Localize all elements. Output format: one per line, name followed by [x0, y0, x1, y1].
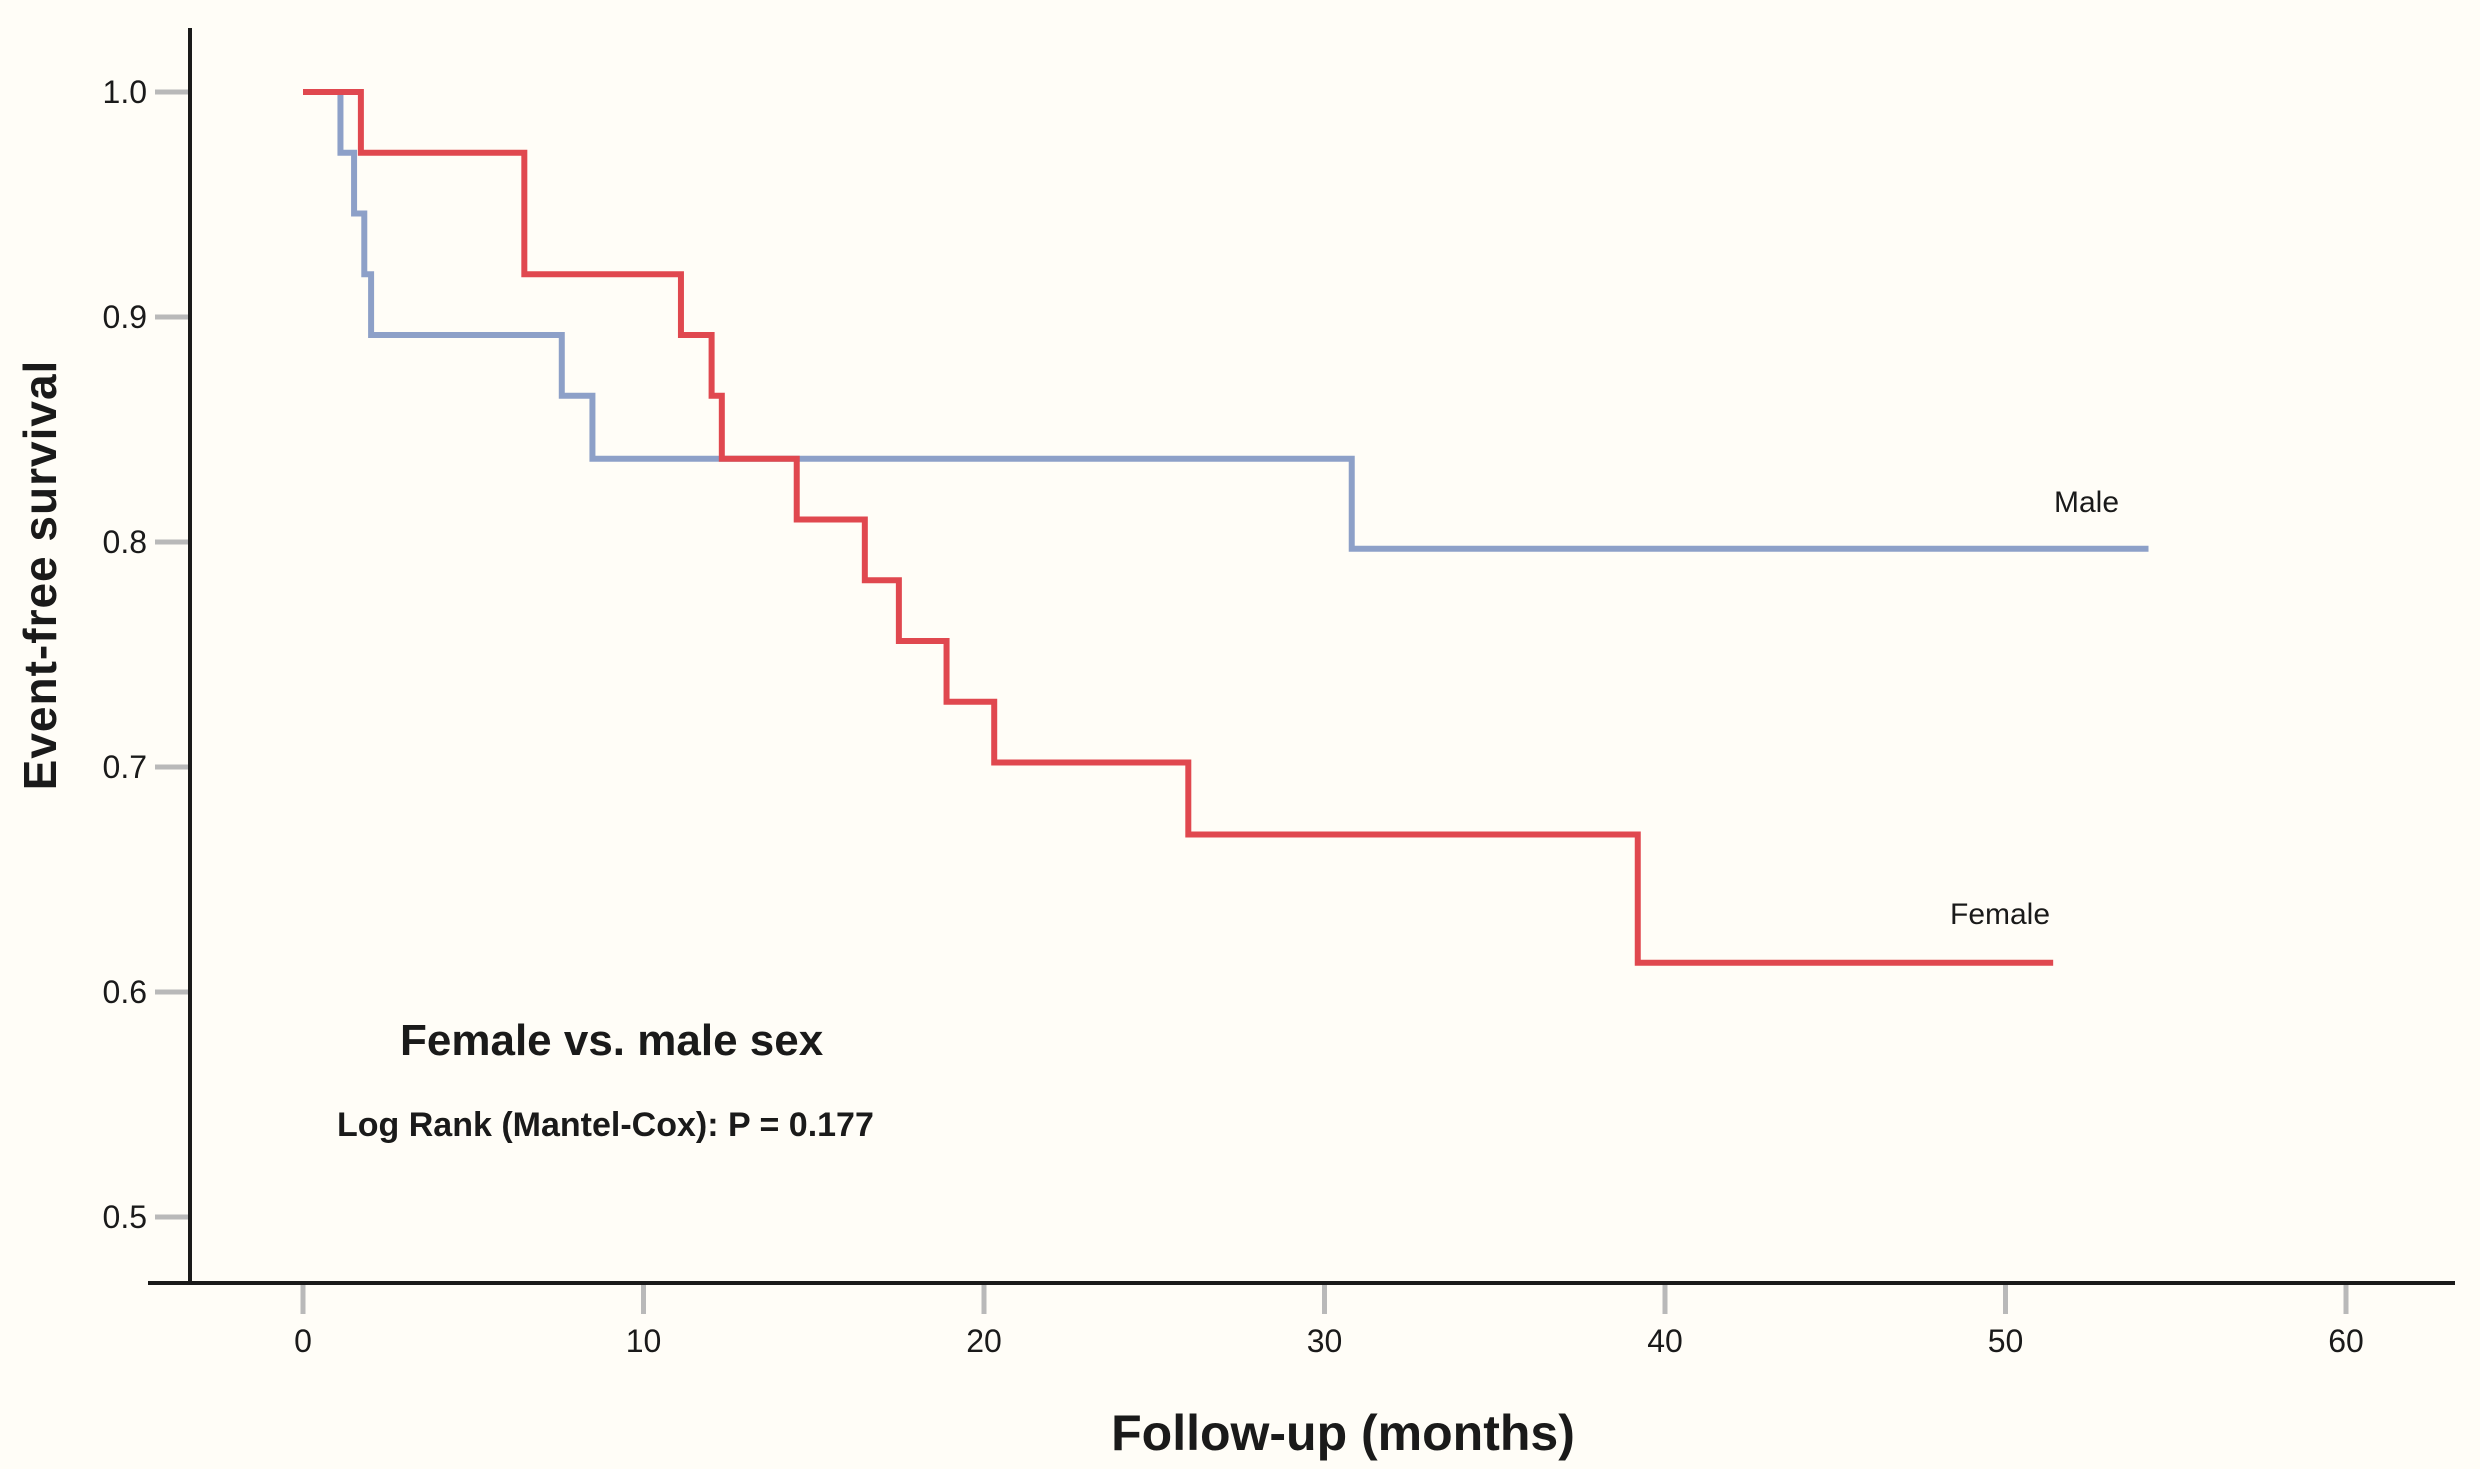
y-tick-label: 1.0: [103, 74, 147, 110]
x-tick-label: 60: [2328, 1323, 2364, 1359]
series-label-male: Male: [2054, 486, 2120, 519]
y-axis-title: Event-free survival: [14, 359, 66, 791]
km-curve-male: [303, 89, 2149, 552]
x-tick-label: 0: [294, 1323, 312, 1359]
y-tick-label: 0.7: [103, 749, 147, 785]
series-label-female: Female: [1950, 898, 2051, 931]
x-axis-title: Follow-up (months): [1111, 1405, 1575, 1461]
y-tick-label: 0.9: [103, 299, 147, 335]
y-tick-label: 0.5: [103, 1199, 147, 1235]
x-tick-label: 40: [1647, 1323, 1683, 1359]
x-tick-label: 10: [626, 1323, 662, 1359]
x-tick-label: 30: [1307, 1323, 1343, 1359]
km-curve-female: [303, 89, 2054, 966]
y-tick-label: 0.6: [103, 974, 147, 1010]
x-tick-label: 50: [1988, 1323, 2024, 1359]
y-tick-label: 0.8: [103, 524, 147, 560]
x-tick-label: 20: [966, 1323, 1002, 1359]
annotation-title: Female vs. male sex: [400, 1016, 824, 1065]
annotation-logrank-pvalue: Log Rank (Mantel-Cox): P = 0.177: [337, 1106, 874, 1144]
axes: [148, 28, 2455, 1285]
